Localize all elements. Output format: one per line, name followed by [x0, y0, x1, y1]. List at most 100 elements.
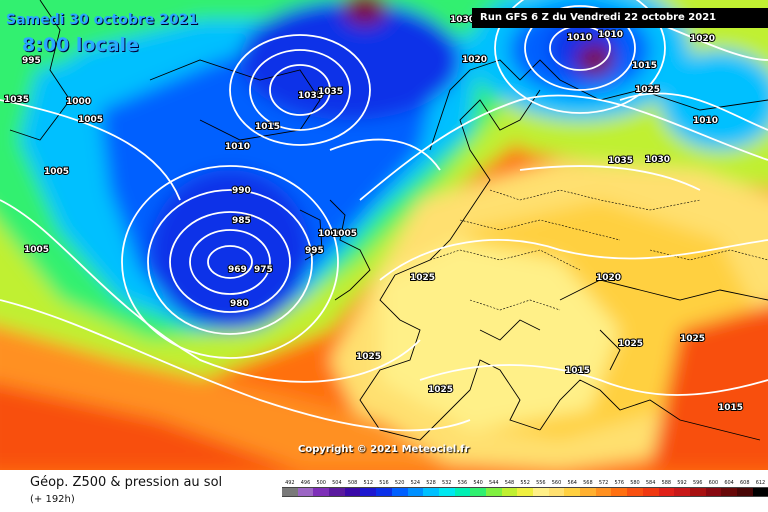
legend-swatch: [642, 487, 659, 497]
isobar-label: 1025: [680, 334, 705, 344]
isobar-label: 1005: [332, 229, 357, 239]
isobar-label: 1005: [44, 167, 69, 177]
legend-item: 532: [438, 480, 455, 497]
isobar-label: 990: [232, 186, 251, 196]
legend-value: 544: [489, 480, 499, 486]
legend-item: 572: [595, 480, 612, 497]
legend-item: 520: [391, 480, 408, 497]
legend-item: 576: [611, 480, 628, 497]
z500-band: [240, 0, 460, 120]
isobar-low: [189, 229, 271, 295]
legend-item: 608: [736, 480, 753, 497]
legend-item: 588: [658, 480, 675, 497]
isobar-low: [207, 245, 253, 279]
legend-value: 608: [740, 480, 750, 486]
legend-value: 500: [316, 480, 326, 486]
isobar-line: [0, 99, 181, 201]
legend-swatch: [454, 487, 471, 497]
isobar-line: [0, 299, 471, 432]
legend-value: 540: [473, 480, 483, 486]
legend-swatch: [721, 487, 737, 497]
coastline: [359, 274, 441, 441]
legend-swatch: [297, 487, 314, 497]
isobar-label: 1000: [318, 229, 343, 239]
isobar-low: [494, 0, 666, 114]
legend-item: 556: [533, 480, 549, 497]
isobar-line: [519, 165, 701, 191]
isobar-high: [229, 34, 371, 146]
coastline: [9, 0, 71, 141]
legend-value: 576: [614, 480, 625, 486]
isobar-label: 1035: [4, 95, 29, 105]
isobar-label: 985: [232, 216, 251, 226]
legend-value: 572: [598, 480, 609, 486]
isobar-low: [169, 211, 291, 313]
isobar-label: 1015: [255, 122, 280, 132]
legend-value: 536: [457, 480, 468, 486]
isobar-label: 1030: [645, 155, 670, 165]
isobar-label: 1015: [718, 403, 743, 413]
coastlines: [9, 0, 768, 441]
isobar-line: [419, 364, 768, 396]
legend-value: 492: [285, 480, 295, 486]
legend-swatch: [485, 487, 502, 497]
isobar-line: [0, 199, 421, 383]
legend-item: 528: [423, 480, 439, 497]
legend-item: 564: [564, 480, 581, 497]
legend-swatch: [360, 487, 377, 497]
forecast-date: Samedi 30 octobre 2021: [6, 12, 199, 28]
legend-value: 520: [394, 480, 405, 486]
legend-value: 504: [332, 480, 342, 486]
legend-swatch: [752, 487, 768, 497]
legend-item: 584: [642, 480, 659, 497]
legend-value: 556: [536, 480, 546, 486]
z500-band: [650, 305, 768, 470]
legend-swatch: [674, 487, 690, 497]
isobar-label: 1010: [225, 142, 250, 152]
legend-swatch: [329, 487, 345, 497]
legend-swatch: [548, 487, 565, 497]
legend-item: 568: [580, 480, 596, 497]
coastline: [329, 199, 371, 301]
legend-value: 512: [363, 480, 374, 486]
legend-value: 612: [755, 480, 766, 486]
legend-swatch: [470, 487, 486, 497]
legend-swatch: [689, 487, 706, 497]
legend-swatch: [533, 487, 549, 497]
legend-swatch: [658, 487, 675, 497]
isobar-high: [269, 64, 331, 116]
z500-field: [0, 0, 768, 470]
isobar-label: 995: [305, 246, 324, 256]
legend-swatch: [344, 487, 361, 497]
legend-item: 496: [297, 480, 314, 497]
legend-value: 560: [551, 480, 562, 486]
isobar-label: 969: [228, 265, 247, 275]
legend-value: 532: [441, 480, 452, 486]
legend-swatch: [376, 487, 392, 497]
isobar-high: [249, 49, 351, 131]
isobar-label: 1020: [690, 34, 715, 44]
footer-panel: Géop. Z500 & pression au sol (+ 192h) 49…: [0, 470, 768, 512]
isobar-line: [359, 94, 768, 201]
legend-item: 552: [517, 480, 533, 497]
legend-value: 588: [661, 480, 672, 486]
pressure-map: 9951000100510359951000100510101015103510…: [0, 0, 768, 470]
legend-item: 544: [485, 480, 502, 497]
legend-item: 508: [344, 480, 361, 497]
isobar-label: 1025: [428, 385, 453, 395]
coastline: [539, 379, 761, 441]
isobar-label: 1005: [24, 245, 49, 255]
isobar-label: 980: [230, 299, 249, 309]
isobar-label: 975: [254, 265, 273, 275]
isobar-line: [329, 138, 441, 171]
run-info-banner: Run GFS 6 Z du Vendredi 22 octobre 2021: [472, 8, 768, 28]
isobar-label: 995: [22, 56, 41, 66]
isobar-label: 1015: [632, 61, 657, 71]
legend-swatch: [564, 487, 581, 497]
country-border: [429, 249, 581, 271]
isobar-low: [121, 165, 339, 359]
isobar-label: 1025: [356, 352, 381, 362]
legend-item: 536: [454, 480, 471, 497]
z500-band: [380, 240, 620, 430]
legend-item: 596: [689, 480, 706, 497]
